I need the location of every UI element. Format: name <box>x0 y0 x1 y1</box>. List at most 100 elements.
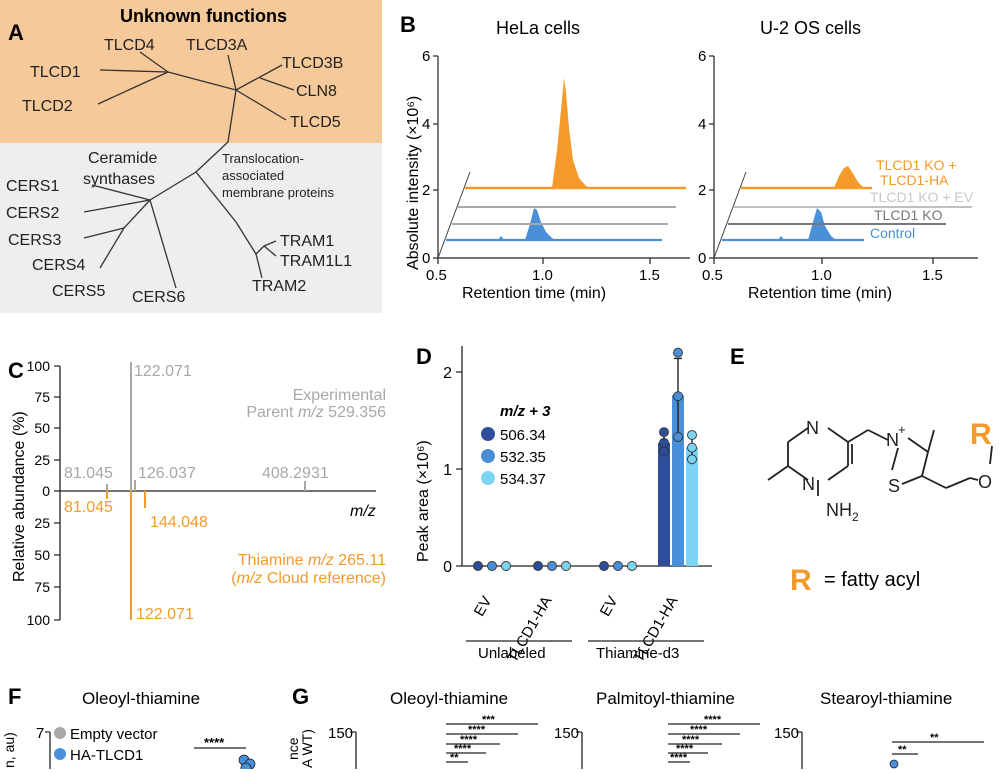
g-oleoyl-sig-1: *** <box>482 714 496 726</box>
experimental-label-line1: Experimental <box>293 387 386 404</box>
panel-f-letter: F <box>8 684 21 709</box>
d-legend-506: 506.34 <box>500 427 546 444</box>
panel-c-xlabel: m/z <box>350 503 376 520</box>
d-legend-swatch-1 <box>481 427 495 441</box>
hela-xlabel: Retention time (min) <box>462 285 606 302</box>
g-palmitoyl-sig-3: **** <box>682 734 700 746</box>
g-oleoyl-sig-2: **** <box>468 724 486 736</box>
d-point-2-1-0 <box>613 561 623 571</box>
leaf-cers5: CERS5 <box>52 283 105 300</box>
atom-n-ring2: N <box>802 474 815 494</box>
leaf-cers6: CERS6 <box>132 289 185 306</box>
unknown-functions-background <box>0 0 382 143</box>
u2os-chart: 0 2 4 6 0.5 1.0 1.5 Retention time (min)… <box>698 48 978 302</box>
u2os-title: U-2 OS cells <box>760 18 861 38</box>
peak-label-81-bottom: 81.045 <box>64 499 113 516</box>
d-xtick-ev-unlabeled: EV <box>471 594 496 620</box>
panel-a-letter: A <box>8 20 24 45</box>
panel-b-ylabel: Absolute intensity (×10⁶) <box>405 96 422 270</box>
d-point-3-0-1 <box>659 437 669 448</box>
legend-tlcd1-ha: TLCD1-HA <box>880 172 949 188</box>
g-ytick-palmitoyl: 150 <box>554 725 579 742</box>
g-palmitoyl-sig-2: **** <box>690 724 708 736</box>
thiamine-structure <box>767 427 993 496</box>
panel-a: A Unknown functions <box>0 0 382 313</box>
d-point-3-2-2 <box>687 430 697 440</box>
experimental-label-line2: Parent m/z 529.356 <box>246 404 386 421</box>
d-point-0-2-0 <box>501 561 511 571</box>
phylogenetic-tree <box>83 51 295 289</box>
c-ytick-25-top: 25 <box>34 452 50 468</box>
g-stearoyl-sig-2: ** <box>898 744 907 756</box>
panel-f-ytick: 7 <box>36 725 44 742</box>
leaf-cers1: CERS1 <box>6 178 59 195</box>
peak-label-126: 126.037 <box>138 465 196 482</box>
unknown-functions-title: Unknown functions <box>120 6 287 26</box>
panel-g: G nce A WT) Oleoyl-thiamine Palmitoyl-th… <box>285 684 984 769</box>
tree-leaf-labels: TLCD1 TLCD4 TLCD3A TLCD3B CLN8 TLCD2 TLC… <box>6 37 352 306</box>
panel-f-ylabel-fragment: n, au) <box>1 732 17 768</box>
r-group-definition: = fatty acyl <box>824 569 920 591</box>
g-palmitoyl-sig-4: **** <box>676 743 694 755</box>
atom-o: O <box>978 472 992 492</box>
hela-minor-peak <box>498 236 504 240</box>
hela-xtick-1.5: 1.5 <box>639 267 660 284</box>
panel-c-ylabel: Relative abundance (%) <box>11 411 28 582</box>
legend-control: Control <box>870 225 915 241</box>
panel-g-ylabel-fragment: nce <box>285 737 301 760</box>
atom-n-ring1: N <box>806 418 819 438</box>
d-group-unlabeled: Unlabeled <box>478 645 546 662</box>
leaf-cln8: CLN8 <box>296 83 337 100</box>
legend-ko-ev: TLCD1 KO + EV <box>870 189 974 205</box>
experimental-peaks <box>106 362 306 491</box>
peak-label-122-bottom: 122.071 <box>136 606 194 623</box>
c-ytick-75-bottom: 75 <box>34 579 50 595</box>
d-ytick-2: 2 <box>443 365 452 382</box>
u2os-ytick-4: 4 <box>698 116 706 133</box>
leaf-tram1l1: TRAM1L1 <box>280 253 352 270</box>
u2os-minor-peak <box>778 236 784 240</box>
d-group-thiamine-d3: Thiamine-d3 <box>596 645 679 662</box>
g-title-palmitoyl: Palmitoyl-thiamine <box>596 689 735 708</box>
hela-ytick-4: 4 <box>422 116 430 133</box>
d-point-2-0-0 <box>599 561 609 571</box>
panel-d: D Peak area (×10⁶) 0 1 2 m/z + 3 506.34 … <box>415 344 712 666</box>
panel-b: B HeLa cells U-2 OS cells Absolute inten… <box>400 12 978 302</box>
hela-ytick-6: 6 <box>422 48 430 65</box>
g-palmitoyl-sig-5: **** <box>670 752 688 764</box>
ceramide-group-line2: synthases <box>83 171 155 188</box>
u2os-ytick-6: 6 <box>698 48 706 65</box>
leaf-cers2: CERS2 <box>6 205 59 222</box>
r-group-legend: R <box>790 564 812 597</box>
leaf-cers4: CERS4 <box>32 257 85 274</box>
d-legend-534: 534.37 <box>500 471 546 488</box>
u2os-peak-rescue <box>834 166 864 188</box>
f-legend-empty-vector: Empty vector <box>70 726 158 743</box>
hela-ytick-2: 2 <box>422 182 430 199</box>
reference-label-line1: Thiamine m/z 265.11 <box>238 552 386 569</box>
reference-peaks <box>106 491 146 620</box>
c-ytick-50-bottom: 50 <box>34 547 50 563</box>
d-point-3-1-0 <box>673 432 683 442</box>
d-point-3-2-1 <box>687 442 697 453</box>
d-point-3-1-2 <box>673 347 683 358</box>
leaf-tram1: TRAM1 <box>280 233 334 250</box>
d-legend-title: m/z + 3 <box>500 403 551 420</box>
u2os-xtick-0.5: 0.5 <box>702 267 723 284</box>
tram-group-line3: membrane proteins <box>222 185 334 200</box>
leaf-tlcd3b: TLCD3B <box>282 55 343 72</box>
u2os-xtick-1.5: 1.5 <box>922 267 943 284</box>
panel-e: E N N NH2 N + <box>730 344 993 597</box>
d-point-3-2-0 <box>687 454 697 465</box>
panel-f: F Oleoyl-thiamine n, au) 7 Empty vector … <box>1 684 256 774</box>
u2os-xlabel: Retention time (min) <box>748 285 892 302</box>
c-ytick-75-top: 75 <box>34 389 50 405</box>
d-point-0-1-0 <box>487 561 497 571</box>
tram-group-line1: Translocation- <box>222 151 304 166</box>
peak-label-81-top: 81.045 <box>64 465 113 482</box>
d-point-3-0-0 <box>659 446 669 457</box>
hela-peak-rescue <box>552 78 592 188</box>
u2os-ytick-2: 2 <box>698 182 706 199</box>
g-title-stearoyl: Stearoyl-thiamine <box>820 689 952 708</box>
